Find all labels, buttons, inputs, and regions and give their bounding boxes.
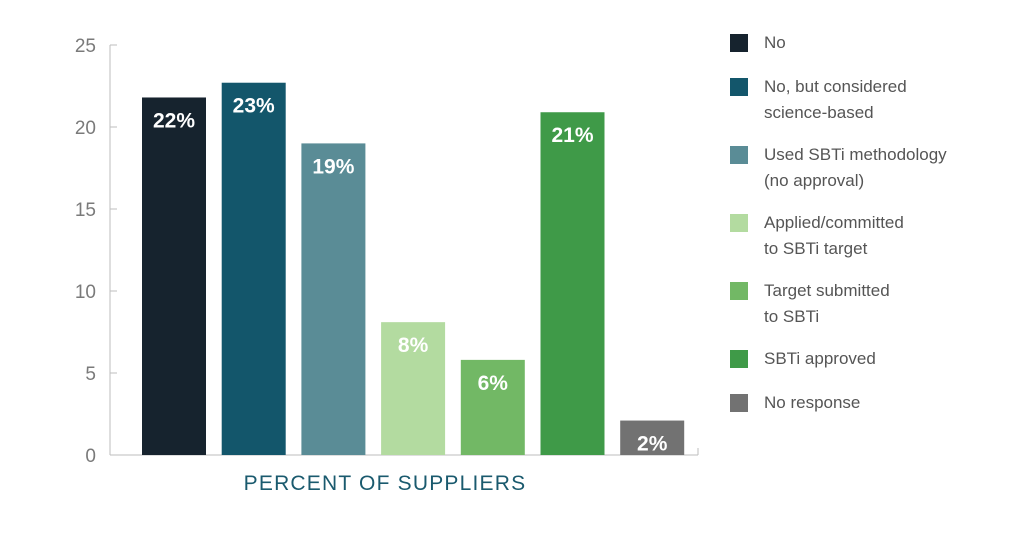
legend-label: No response [764,393,861,412]
bar-data-label: 6% [478,372,509,395]
bar-data-label: 8% [398,334,429,357]
legend-swatch [730,146,748,164]
bar-data-label: 2% [637,433,668,456]
legend-swatch [730,78,748,96]
y-tick-label: 15 [75,200,96,221]
legend-swatch [730,350,748,368]
bar [301,143,366,455]
legend-label: No [764,33,786,52]
legend-label: Used SBTi methodology (no approval) [764,145,947,190]
legend-swatch [730,34,748,52]
bar-chart: 0 5 10 15 20 25 22% 23% 19% 8% 6% 21% 2% [75,36,699,467]
bar [620,420,685,455]
y-tick-label: 10 [75,282,96,303]
y-tick-label: 20 [75,118,96,139]
bar [540,112,605,456]
bars [142,82,685,456]
legend-label: SBTi approved [764,349,876,368]
legend-label: No, but considered science-based [764,77,907,122]
legend-swatch [730,214,748,232]
bar-data-label: 19% [312,155,354,178]
bar-labels: 22% 23% 19% 8% 6% 21% 2% [153,95,668,456]
bar [381,322,446,455]
legend-swatch [730,282,748,300]
y-tick-label: 0 [85,446,96,467]
x-axis-label: PERCENT OF SUPPLIERS [243,472,527,495]
legend-swatch [730,394,748,412]
bar [460,359,525,455]
y-tick-label: 5 [85,364,96,385]
bar [221,82,286,455]
legend-label: Target submitted to SBTi [764,281,890,326]
bar-data-label: 23% [233,95,275,118]
legend-label: Applied/committed to SBTi target [764,213,904,258]
bar-data-label: 22% [153,109,195,132]
bar [142,97,206,455]
y-tick-label: 25 [75,36,96,57]
bar-data-label: 21% [551,124,593,147]
